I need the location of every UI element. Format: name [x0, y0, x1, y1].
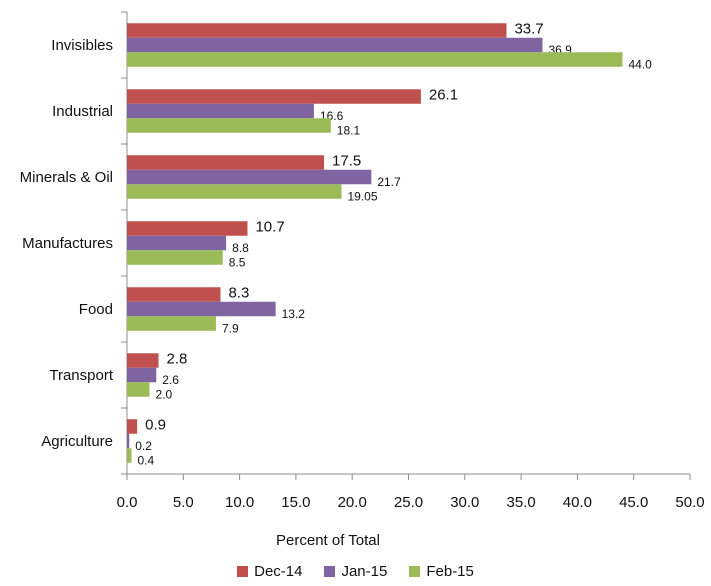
x-axis-title: Percent of Total [276, 532, 380, 549]
data-label-dec-14-minerals-oil: 17.5 [332, 153, 361, 170]
bar-feb-15-agriculture [127, 448, 132, 463]
legend-item-feb15: Feb-15 [409, 563, 474, 580]
bar-jan-15-food [127, 301, 276, 317]
bar-dec-14-industrial [127, 89, 421, 104]
legend-swatch-dec14 [237, 566, 249, 577]
bar-jan-15-transport [127, 367, 157, 383]
data-label-feb-15-manufactures: 8.5 [229, 256, 246, 270]
category-label-manufactures: Manufactures [22, 235, 113, 252]
bar-jan-15-industrial [127, 103, 314, 119]
bar-jan-15-manufactures [127, 235, 227, 251]
x-tick-label: 45.0 [619, 494, 648, 511]
x-tick-label: 40.0 [563, 494, 592, 511]
x-tick-label: 20.0 [338, 494, 367, 511]
data-label-jan-15-agriculture: 0.2 [135, 439, 152, 453]
data-label-dec-14-manufactures: 10.7 [255, 219, 284, 236]
bar-dec-14-invisibles [127, 23, 507, 38]
bar-feb-15-industrial [127, 118, 331, 133]
bar-feb-15-food [127, 316, 216, 331]
x-tick-label: 5.0 [173, 494, 194, 511]
x-tick-label: 30.0 [450, 494, 479, 511]
data-label-dec-14-transport: 2.8 [167, 351, 188, 368]
x-tick-label: 15.0 [281, 494, 310, 511]
data-label-feb-15-agriculture: 0.4 [138, 454, 155, 468]
data-label-feb-15-industrial: 18.1 [337, 124, 361, 138]
legend-label-dec14: Dec-14 [254, 563, 303, 580]
x-tick-label: 35.0 [506, 494, 535, 511]
data-label-dec-14-industrial: 26.1 [429, 87, 458, 104]
data-label-feb-15-transport: 2.0 [156, 388, 173, 402]
legend-label-jan15: Jan-15 [341, 563, 388, 580]
data-label-jan-15-food: 13.2 [282, 307, 306, 321]
bar-dec-14-food [127, 287, 221, 302]
category-label-agriculture: Agriculture [41, 433, 113, 450]
data-label-feb-15-invisibles: 44.0 [628, 58, 652, 72]
data-label-jan-15-minerals-oil: 21.7 [377, 175, 401, 189]
bar-jan-15-minerals-oil [127, 169, 372, 185]
bar-feb-15-transport [127, 382, 150, 397]
bar-feb-15-invisibles [127, 52, 623, 67]
data-label-dec-14-food: 8.3 [228, 285, 249, 302]
data-label-jan-15-manufactures: 8.8 [232, 241, 249, 255]
category-label-minerals-oil: Minerals & Oil [20, 169, 113, 186]
bar-dec-14-minerals-oil [127, 155, 325, 170]
data-label-dec-14-agriculture: 0.9 [145, 417, 166, 434]
legend-item-jan15: Jan-15 [324, 563, 387, 580]
x-tick-label: 50.0 [675, 494, 704, 511]
bar-dec-14-agriculture [127, 419, 138, 434]
legend-swatch-jan15 [324, 566, 336, 577]
bar-dec-14-manufactures [127, 221, 248, 236]
legend-item-dec14: Dec-14 [237, 563, 302, 580]
data-label-jan-15-transport: 2.6 [162, 373, 179, 387]
category-label-transport: Transport [49, 367, 113, 384]
legend-swatch-feb15 [409, 566, 421, 577]
category-label-invisibles: Invisibles [51, 37, 113, 54]
data-label-feb-15-food: 7.9 [222, 322, 239, 336]
x-tick-label: 10.0 [225, 494, 254, 511]
bar-dec-14-transport [127, 353, 159, 368]
bar-feb-15-minerals-oil [127, 184, 342, 199]
legend-label-feb15: Feb-15 [426, 563, 474, 580]
data-label-feb-15-minerals-oil: 19.05 [348, 190, 378, 204]
bar-jan-15-agriculture [127, 433, 130, 449]
category-label-industrial: Industrial [52, 103, 113, 120]
category-label-food: Food [79, 301, 113, 318]
legend: Dec-14 Jan-15 Feb-15 [0, 563, 711, 580]
bar-jan-15-invisibles [127, 37, 543, 53]
bar-feb-15-manufactures [127, 250, 223, 265]
data-label-dec-14-invisibles: 33.7 [514, 21, 543, 38]
x-tick-label: 25.0 [394, 494, 423, 511]
x-tick-label: 0.0 [117, 494, 138, 511]
